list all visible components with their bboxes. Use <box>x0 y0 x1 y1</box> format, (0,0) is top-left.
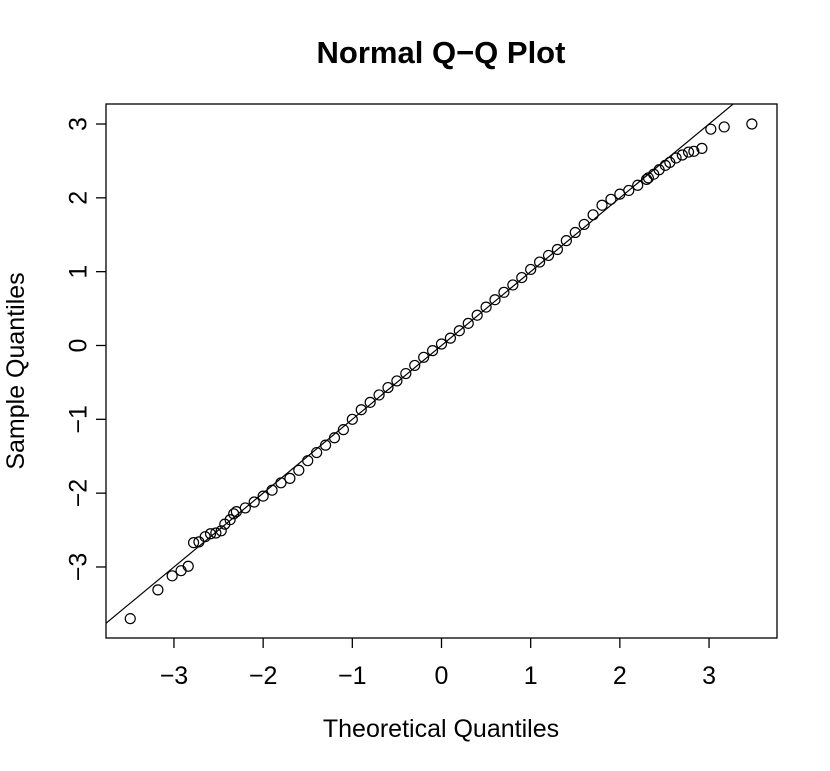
point <box>560 235 572 247</box>
point <box>569 226 581 239</box>
point <box>516 271 528 284</box>
point <box>293 464 305 476</box>
x-tick-label: −3 <box>160 662 189 690</box>
point <box>409 359 421 372</box>
x-tick-label: 0 <box>435 662 449 690</box>
point <box>373 389 385 401</box>
point <box>400 367 412 380</box>
y-tick-label: 0 <box>65 339 93 353</box>
point <box>175 565 187 577</box>
point <box>507 279 519 291</box>
reference-line <box>106 104 735 624</box>
point <box>632 179 644 191</box>
point <box>224 514 236 526</box>
point <box>542 249 555 262</box>
point <box>435 338 448 350</box>
point <box>489 294 501 306</box>
point <box>605 193 617 205</box>
point <box>462 317 474 329</box>
point <box>418 351 430 363</box>
point <box>382 381 394 394</box>
x-tick-label: −2 <box>249 662 278 690</box>
point <box>204 528 217 540</box>
point <box>480 301 492 313</box>
point <box>302 455 314 467</box>
x-tick-label: 3 <box>702 662 716 690</box>
point <box>364 396 376 408</box>
point <box>319 439 332 451</box>
point <box>718 121 730 133</box>
point <box>682 146 695 158</box>
point <box>596 199 608 211</box>
point <box>166 570 178 582</box>
plot-area <box>106 104 758 625</box>
point <box>328 432 341 444</box>
point <box>346 413 358 425</box>
point <box>248 496 260 508</box>
point <box>498 286 510 298</box>
point <box>525 263 537 276</box>
y-tick-label: 1 <box>65 265 93 279</box>
point <box>746 118 758 130</box>
point <box>670 152 682 164</box>
x-axis-label: Theoretical Quantiles <box>323 715 559 743</box>
point <box>210 527 222 539</box>
point <box>311 446 323 459</box>
y-tick-label: −2 <box>65 479 93 508</box>
point <box>688 145 700 157</box>
point <box>444 332 457 344</box>
y-tick-label: 2 <box>65 191 93 205</box>
point <box>284 472 296 484</box>
point <box>623 184 635 197</box>
point <box>239 502 251 514</box>
y-tick-label: −3 <box>65 553 93 582</box>
point <box>696 142 708 154</box>
x-tick-label: 2 <box>613 662 627 690</box>
point <box>426 345 439 357</box>
point <box>471 309 483 321</box>
point <box>187 537 200 549</box>
point <box>533 256 546 268</box>
point <box>453 325 465 337</box>
y-tick-label: −1 <box>65 405 93 434</box>
point <box>266 484 278 496</box>
plot-frame <box>105 103 778 639</box>
point <box>182 560 194 572</box>
point <box>275 477 287 489</box>
point <box>578 218 590 231</box>
point <box>587 209 599 221</box>
point <box>199 531 211 543</box>
point <box>124 613 136 625</box>
x-tick-label: 1 <box>524 662 538 690</box>
point <box>551 243 564 256</box>
point <box>355 404 367 416</box>
point <box>337 424 350 436</box>
point <box>152 584 164 596</box>
point <box>257 490 269 502</box>
y-axis-label: Sample Quantiles <box>2 272 30 469</box>
point <box>705 123 717 135</box>
point <box>215 525 227 537</box>
chart-title: Normal Q−Q Plot <box>317 35 566 70</box>
y-tick-label: 3 <box>65 117 93 131</box>
point <box>676 149 688 161</box>
point <box>228 508 240 520</box>
point <box>391 375 403 387</box>
x-tick-label: −1 <box>338 662 367 690</box>
